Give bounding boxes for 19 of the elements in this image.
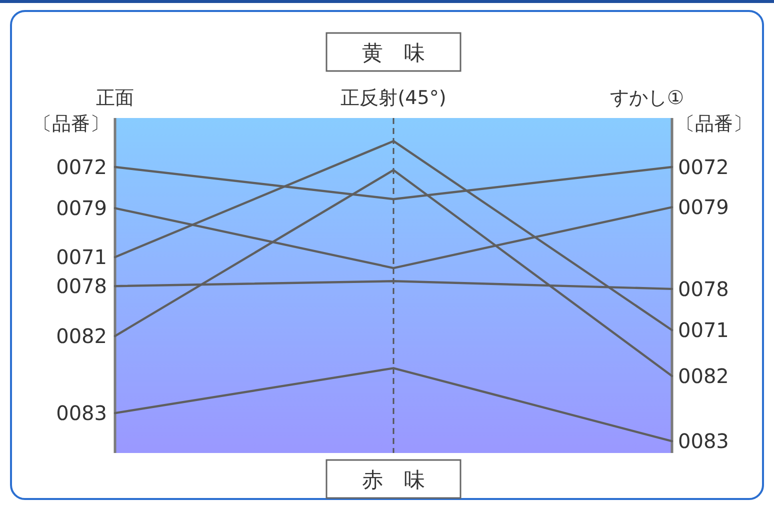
- x-tick-label: 正反射(45°): [340, 87, 446, 109]
- series-label: 0071: [678, 318, 729, 342]
- text: 0079: [56, 196, 107, 220]
- series-label: 0083: [678, 429, 729, 454]
- text: 赤 味: [362, 468, 425, 492]
- x-tick-label: すかし①: [610, 87, 684, 109]
- text: 〔品番〕: [33, 113, 109, 135]
- x-tick-label: 正面: [96, 87, 134, 109]
- text: 0071: [56, 245, 107, 270]
- text: 0072: [56, 154, 107, 179]
- text: 黄 味: [362, 41, 425, 65]
- text: 0083: [56, 401, 107, 426]
- series-label: 0079: [678, 195, 729, 220]
- series-label: 0078: [678, 276, 729, 301]
- text: 0078: [56, 274, 107, 298]
- text: 〔品番〕: [676, 113, 752, 135]
- series-label: 0082: [678, 364, 729, 388]
- text: 0082: [56, 324, 107, 348]
- series-label: 0072: [678, 154, 729, 179]
